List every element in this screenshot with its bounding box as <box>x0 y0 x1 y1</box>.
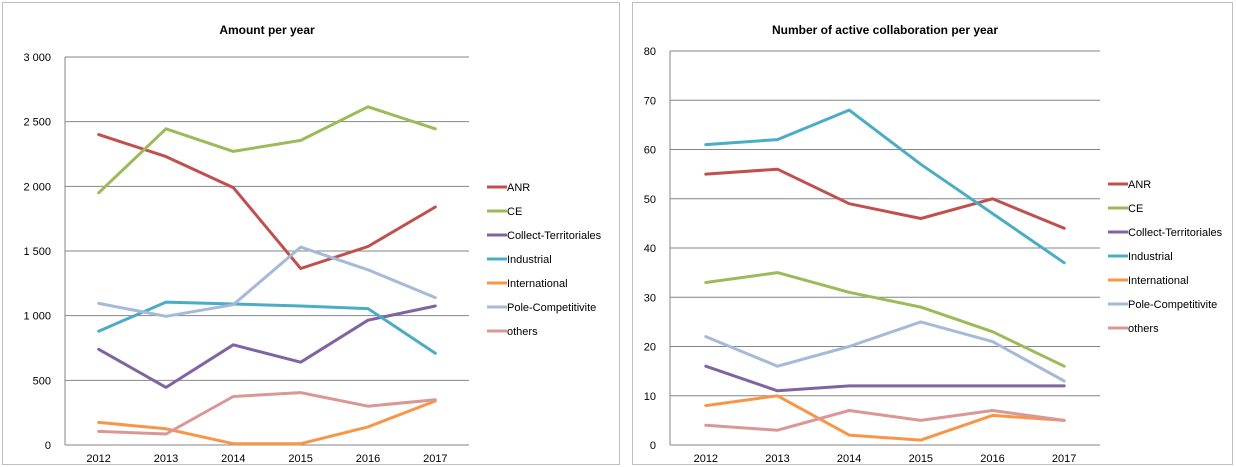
chart-title: Number of active collaboration per year <box>772 23 998 37</box>
collaboration-chart: Number of active collaboration per year 0… <box>644 23 1223 464</box>
x-tick-label: 2017 <box>1052 453 1076 464</box>
legend-label: International <box>1128 275 1189 287</box>
legend-label: Pole-Competitivite <box>507 302 596 314</box>
x-tick-label: 2017 <box>423 453 447 464</box>
series-line-international <box>97 399 437 446</box>
y-tick-label: 50 <box>644 194 656 206</box>
legend-label: Collect-Territoriales <box>507 230 602 242</box>
y-tick-label: 0 <box>45 440 51 452</box>
x-tick-label: 2014 <box>221 453 245 464</box>
series-line-ce <box>704 271 1066 368</box>
x-tick-label: 2016 <box>356 453 380 464</box>
y-tick-label: 3 000 <box>23 52 51 64</box>
legend-label: ANR <box>1128 179 1151 191</box>
series-line-pole-competitivite <box>97 245 437 318</box>
amount-chart: Amount per year 0 500 1 000 1 500 2 000 2 500 3… <box>23 23 602 464</box>
legend-label: Collect-Territoriales <box>1128 227 1223 239</box>
y-tick-label: 1 000 <box>23 311 51 323</box>
y-tick-label: 40 <box>644 243 656 255</box>
series-line-industrial <box>704 108 1066 265</box>
y-tick-label: 10 <box>644 391 656 403</box>
series-line-pole-competitivite <box>704 320 1066 383</box>
y-tick-label: 2 500 <box>23 117 51 129</box>
x-tick-label: 2016 <box>980 453 1004 464</box>
y-tick-label: 70 <box>644 95 656 107</box>
x-tick-label: 2013 <box>765 453 789 464</box>
y-tick-label: 30 <box>644 292 656 304</box>
series-line-anr <box>704 167 1066 230</box>
legend-label: ANR <box>507 182 530 194</box>
y-tick-label: 80 <box>644 46 656 58</box>
x-tick-label: 2013 <box>154 453 178 464</box>
chart-title: Amount per year <box>219 23 315 37</box>
x-tick-label: 2015 <box>288 453 312 464</box>
series-line-collect-territoriales <box>97 304 437 389</box>
x-tick-label: 2012 <box>694 453 718 464</box>
y-tick-label: 20 <box>644 342 656 354</box>
series-line-anr <box>97 133 437 270</box>
y-tick-label: 500 <box>33 375 51 387</box>
y-tick-label: 0 <box>650 440 656 452</box>
legend-label: Pole-Competitivite <box>1128 299 1217 311</box>
series-line-international <box>704 394 1066 442</box>
legend-label: Industrial <box>1128 251 1173 263</box>
x-tick-label: 2014 <box>837 453 861 464</box>
legend-label: others <box>1128 323 1159 335</box>
y-tick-label: 1 500 <box>23 246 51 258</box>
y-tick-label: 60 <box>644 145 656 157</box>
legend-label: CE <box>507 206 522 218</box>
series-line-industrial <box>97 300 437 355</box>
x-tick-label: 2015 <box>909 453 933 464</box>
collaboration-chart-panel: Number of active collaboration per year 0… <box>632 2 1233 465</box>
legend-label: International <box>507 278 568 290</box>
legend-label: others <box>507 326 538 338</box>
series-line-others <box>704 409 1066 432</box>
series-line-ce <box>97 105 437 195</box>
series-line-collect-territoriales <box>704 364 1066 393</box>
y-tick-label: 2 000 <box>23 181 51 193</box>
legend-label: CE <box>1128 203 1143 215</box>
legend-label: Industrial <box>507 254 552 266</box>
series-line-others <box>97 391 437 436</box>
x-tick-label: 2012 <box>86 453 110 464</box>
amount-chart-panel: Amount per year 0 500 1 000 1 500 2 000 2 500 3… <box>2 2 620 465</box>
